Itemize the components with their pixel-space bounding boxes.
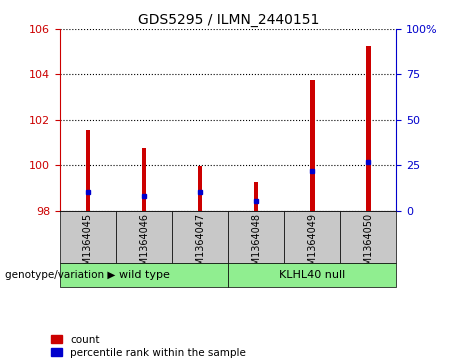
Bar bbox=[172, 211, 228, 263]
Bar bbox=[60, 211, 116, 263]
Bar bbox=[366, 46, 371, 211]
Bar bbox=[198, 166, 202, 211]
Text: wild type: wild type bbox=[118, 270, 170, 280]
Bar bbox=[60, 263, 228, 287]
Bar bbox=[254, 182, 259, 211]
Bar bbox=[228, 211, 284, 263]
Bar bbox=[142, 148, 146, 211]
Text: GSM1364048: GSM1364048 bbox=[251, 213, 261, 278]
Text: GSM1364047: GSM1364047 bbox=[195, 213, 205, 278]
Text: GSM1364046: GSM1364046 bbox=[139, 213, 149, 278]
Text: KLHL40 null: KLHL40 null bbox=[279, 270, 345, 280]
Bar bbox=[340, 211, 396, 263]
Legend: count, percentile rank within the sample: count, percentile rank within the sample bbox=[51, 335, 246, 358]
Title: GDS5295 / ILMN_2440151: GDS5295 / ILMN_2440151 bbox=[137, 13, 319, 26]
Text: GSM1364050: GSM1364050 bbox=[363, 213, 373, 278]
Bar bbox=[86, 130, 90, 211]
Text: GSM1364049: GSM1364049 bbox=[307, 213, 317, 278]
Text: GSM1364045: GSM1364045 bbox=[83, 213, 93, 278]
Bar bbox=[228, 263, 396, 287]
Bar bbox=[284, 211, 340, 263]
Text: genotype/variation ▶: genotype/variation ▶ bbox=[5, 270, 115, 280]
Bar bbox=[116, 211, 172, 263]
Bar bbox=[310, 80, 314, 211]
